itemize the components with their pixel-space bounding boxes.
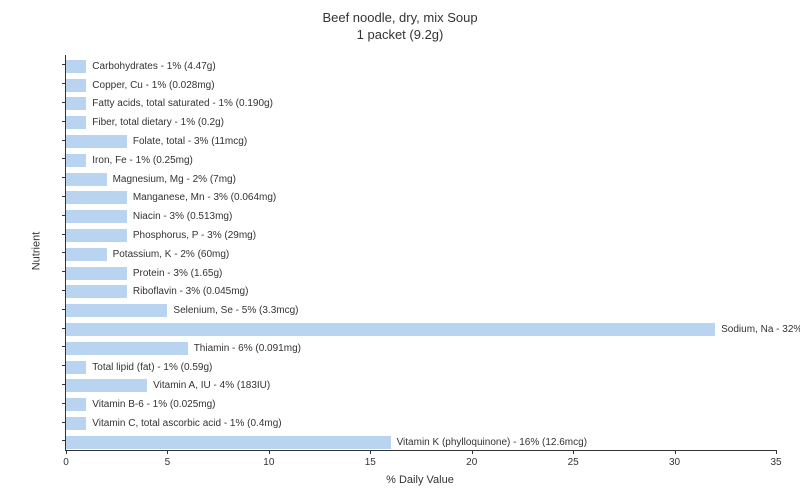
nutrient-row: Copper, Cu - 1% (0.028mg): [66, 76, 215, 95]
nutrient-label: Niacin - 3% (0.513mg): [133, 211, 232, 222]
nutrient-row: Magnesium, Mg - 2% (7mg): [66, 170, 236, 189]
x-tick-label: 10: [263, 457, 274, 468]
nutrient-bar: [66, 210, 127, 223]
nutrient-label: Copper, Cu - 1% (0.028mg): [92, 80, 214, 91]
nutrient-bar: [66, 97, 86, 110]
nutrient-bar: [66, 116, 86, 129]
x-tick-mark: [776, 450, 777, 454]
y-axis-label: Nutrient: [30, 231, 42, 270]
nutrient-bar: [66, 417, 86, 430]
nutrient-label: Fiber, total dietary - 1% (0.2g): [92, 117, 224, 128]
x-tick-label: 5: [165, 457, 171, 468]
nutrient-row: Thiamin - 6% (0.091mg): [66, 339, 301, 358]
nutrient-label: Protein - 3% (1.65g): [133, 268, 223, 279]
nutrient-bar: [66, 285, 127, 298]
nutrient-bar: [66, 323, 715, 336]
nutrient-row: Protein - 3% (1.65g): [66, 264, 222, 283]
nutrient-label: Sodium, Na - 32% (774mg): [721, 324, 800, 335]
nutrient-label: Iron, Fe - 1% (0.25mg): [92, 155, 193, 166]
nutrient-bar: [66, 398, 86, 411]
nutrient-bar: [66, 342, 188, 355]
nutrient-bar: [66, 135, 127, 148]
nutrient-bar: [66, 304, 167, 317]
nutrient-label: Thiamin - 6% (0.091mg): [194, 343, 301, 354]
nutrient-row: Total lipid (fat) - 1% (0.59g): [66, 358, 212, 377]
nutrient-row: Phosphorus, P - 3% (29mg): [66, 226, 256, 245]
nutrient-bar: [66, 361, 86, 374]
x-tick-label: 15: [365, 457, 376, 468]
nutrient-label: Manganese, Mn - 3% (0.064mg): [133, 192, 276, 203]
nutrient-row: Selenium, Se - 5% (3.3mcg): [66, 301, 298, 320]
nutrient-row: Carbohydrates - 1% (4.47g): [66, 57, 216, 76]
nutrient-label: Magnesium, Mg - 2% (7mg): [113, 174, 236, 185]
nutrient-row: Vitamin B-6 - 1% (0.025mg): [66, 395, 215, 414]
nutrient-bar: [66, 60, 86, 73]
nutrient-bar: [66, 248, 107, 261]
x-tick-label: 0: [63, 457, 69, 468]
nutrient-label: Fatty acids, total saturated - 1% (0.190…: [92, 98, 273, 109]
nutrient-label: Riboflavin - 3% (0.045mg): [133, 286, 249, 297]
nutrient-row: Fiber, total dietary - 1% (0.2g): [66, 113, 224, 132]
chart-title: Beef noodle, dry, mix Soup 1 packet (9.2…: [0, 0, 800, 44]
x-tick-mark: [675, 450, 676, 454]
nutrient-row: Vitamin K (phylloquinone) - 16% (12.6mcg…: [66, 433, 587, 452]
nutrient-bar: [66, 229, 127, 242]
nutrient-label: Vitamin C, total ascorbic acid - 1% (0.4…: [92, 418, 281, 429]
nutrient-bar: [66, 267, 127, 280]
nutrient-bar: [66, 154, 86, 167]
nutrient-bar: [66, 379, 147, 392]
nutrient-row: Riboflavin - 3% (0.045mg): [66, 283, 248, 302]
nutrient-label: Vitamin A, IU - 4% (183IU): [153, 380, 270, 391]
nutrient-label: Folate, total - 3% (11mcg): [133, 136, 247, 147]
nutrient-bar: [66, 173, 107, 186]
nutrient-label: Vitamin B-6 - 1% (0.025mg): [92, 399, 215, 410]
nutrient-label: Carbohydrates - 1% (4.47g): [92, 61, 215, 72]
nutrient-label: Potassium, K - 2% (60mg): [113, 249, 230, 260]
x-tick-label: 35: [770, 457, 781, 468]
nutrient-row: Sodium, Na - 32% (774mg): [66, 320, 800, 339]
nutrient-label: Vitamin K (phylloquinone) - 16% (12.6mcg…: [397, 437, 587, 448]
x-tick-label: 20: [466, 457, 477, 468]
nutrient-row: Niacin - 3% (0.513mg): [66, 207, 232, 226]
nutrient-bar: [66, 191, 127, 204]
x-axis-label: % Daily Value: [65, 474, 775, 486]
nutrient-bar: [66, 436, 391, 449]
nutrient-label: Phosphorus, P - 3% (29mg): [133, 230, 256, 241]
nutrient-label: Selenium, Se - 5% (3.3mcg): [173, 305, 298, 316]
title-line-2: 1 packet (9.2g): [0, 27, 800, 44]
plot-area: 05101520253035Carbohydrates - 1% (4.47g)…: [65, 55, 776, 451]
nutrient-row: Vitamin C, total ascorbic acid - 1% (0.4…: [66, 414, 282, 433]
x-tick-label: 30: [669, 457, 680, 468]
title-line-1: Beef noodle, dry, mix Soup: [0, 10, 800, 27]
nutrient-row: Manganese, Mn - 3% (0.064mg): [66, 189, 276, 208]
nutrient-row: Vitamin A, IU - 4% (183IU): [66, 377, 270, 396]
nutrient-bar: [66, 79, 86, 92]
x-tick-label: 25: [568, 457, 579, 468]
nutrient-row: Fatty acids, total saturated - 1% (0.190…: [66, 95, 273, 114]
nutrient-label: Total lipid (fat) - 1% (0.59g): [92, 362, 212, 373]
nutrient-row: Folate, total - 3% (11mcg): [66, 132, 247, 151]
chart-container: Beef noodle, dry, mix Soup 1 packet (9.2…: [0, 0, 800, 500]
nutrient-row: Iron, Fe - 1% (0.25mg): [66, 151, 193, 170]
nutrient-row: Potassium, K - 2% (60mg): [66, 245, 229, 264]
